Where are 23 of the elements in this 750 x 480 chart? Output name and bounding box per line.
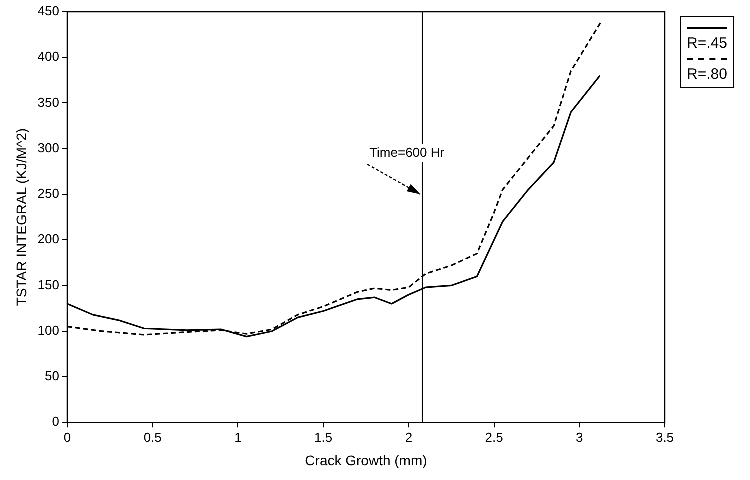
x-tick-label: 0 — [64, 430, 72, 445]
x-tick-label: 3 — [576, 430, 584, 445]
y-tick-label: 0 — [52, 414, 60, 430]
x-tick-label: 2 — [405, 430, 413, 445]
x-tick-label: 1 — [234, 430, 242, 445]
x-tick-label: 3.5 — [656, 430, 674, 445]
y-axis-title: TSTAR INTEGRAL (KJ/M^2) — [13, 128, 30, 306]
x-tick-label: 0.5 — [144, 430, 162, 445]
x-tick-label: 1.5 — [314, 430, 333, 445]
y-tick-label: 300 — [38, 140, 60, 156]
y-tick-label: 50 — [45, 368, 60, 384]
y-tick-label: 200 — [38, 232, 60, 247]
legend-label: R=.80 — [687, 66, 728, 83]
x-axis-title: Crack Growth (mm) — [305, 452, 428, 468]
x-tick-label: 2.5 — [485, 430, 504, 445]
y-tick-label: 100 — [38, 322, 60, 338]
y-tick-label: 250 — [38, 186, 60, 202]
y-tick-label: 450 — [38, 4, 60, 19]
y-tick-label: 400 — [38, 49, 60, 64]
legend-label: R=.45 — [687, 35, 728, 52]
y-tick-label: 350 — [38, 94, 60, 110]
y-tick-label: 150 — [38, 277, 60, 292]
annotation: Time=600 Hr — [370, 145, 446, 160]
